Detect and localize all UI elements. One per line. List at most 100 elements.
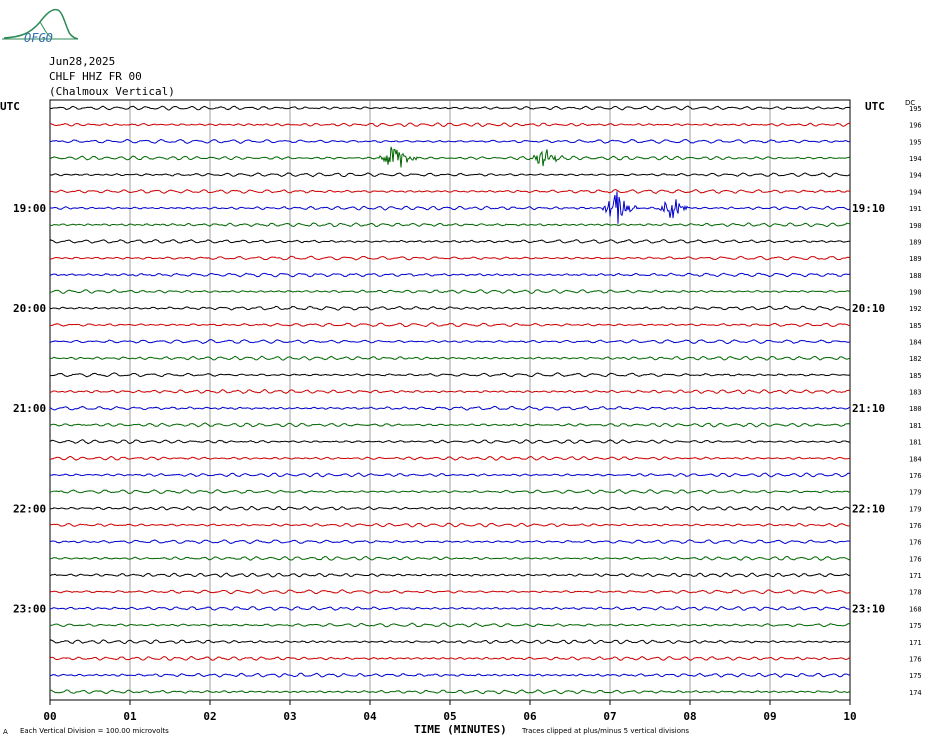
hour-label-left: 21:00 [13, 402, 46, 415]
label-layer: 195 196 195 194 194 194 191 190 189 189 188 190 192 1… [13, 105, 922, 697]
trace-4 [49, 172, 851, 178]
trace-6 [49, 191, 851, 224]
utc-left-label: UTC [0, 100, 20, 113]
trace-29 [49, 589, 851, 595]
dc-offset-label: 181 [909, 422, 922, 430]
hour-label-right: 21:10 [852, 402, 885, 415]
dc-offset-label: 190 [909, 288, 922, 296]
trace-23 [49, 489, 851, 495]
x-tick-label: 06 [523, 710, 537, 723]
x-tick-label: 10 [843, 710, 856, 723]
trace-15 [49, 355, 851, 361]
dc-offset-label: 195 [909, 138, 922, 146]
trace-26 [49, 539, 851, 545]
ofgo-logo: OFGO [2, 8, 79, 45]
dc-offset-label: 184 [909, 455, 922, 463]
date-label: Jun28,2025 [49, 55, 116, 68]
x-tick-label: 07 [603, 710, 616, 723]
dc-offset-label: 180 [909, 405, 922, 413]
dc-offset-label: 171 [909, 639, 922, 647]
dc-offset-label: 189 [909, 255, 922, 263]
dc-offset-label: 190 [909, 222, 922, 230]
trace-25 [49, 522, 851, 528]
dc-offset-label: 185 [909, 372, 922, 380]
dc-offset-label: 194 [909, 155, 922, 163]
logo-text: OFGO [24, 31, 53, 45]
trace-22 [49, 472, 851, 478]
trace-17 [49, 389, 851, 395]
dc-offset-label: 189 [909, 238, 922, 246]
trace-0 [49, 105, 851, 111]
dc-offset-label: 183 [909, 389, 922, 397]
dc-offset-label: 194 [909, 172, 922, 180]
trace-33 [49, 655, 851, 661]
hour-label-right: 19:10 [852, 202, 885, 215]
dc-offset-label: 185 [909, 322, 922, 330]
dc-offset-label: 194 [909, 188, 922, 196]
trace-11 [49, 289, 851, 294]
dc-offset-label: 176 [909, 655, 922, 663]
trace-31 [49, 622, 851, 628]
trace-12 [49, 305, 851, 311]
trace-27 [49, 555, 851, 561]
dc-offset-label: 188 [909, 272, 922, 280]
hour-label-left: 22:00 [13, 502, 46, 515]
dc-offset-label: 182 [909, 355, 922, 363]
trace-28 [49, 572, 851, 578]
hour-label-right: 20:10 [852, 302, 885, 315]
grid-layer [49, 99, 851, 701]
dc-offset-label: 191 [909, 205, 922, 213]
x-tick-label: 02 [203, 710, 216, 723]
trace-1 [49, 122, 851, 128]
hour-label-right: 22:10 [852, 502, 885, 515]
dc-offset-label: 178 [909, 589, 922, 597]
dc-offset-label: 192 [909, 305, 922, 313]
x-tick-label: 04 [363, 710, 377, 723]
x-tick-label: 08 [683, 710, 696, 723]
hour-label-left: 23:00 [13, 602, 46, 615]
trace-34 [49, 672, 851, 678]
trace-14 [49, 339, 851, 345]
dc-offset-label: 195 [909, 105, 922, 113]
x-tick-layer: 00 01 02 03 04 05 06 07 08 09 10 [43, 700, 857, 723]
hour-label-left: 19:00 [13, 202, 46, 215]
trace-layer [49, 105, 851, 695]
x-tick-label: 00 [43, 710, 56, 723]
trace-30 [49, 606, 851, 611]
trace-32 [49, 639, 851, 645]
clip-note: Traces clipped at plus/minus 5 vertical … [522, 727, 690, 735]
trace-16 [49, 372, 851, 378]
trace-8 [49, 239, 851, 244]
x-axis-title: TIME (MINUTES) [414, 723, 507, 736]
hour-label-left: 20:00 [13, 302, 46, 315]
dc-offset-label: 176 [909, 522, 922, 530]
x-tick-label: 03 [283, 710, 296, 723]
dc-offset-label: 176 [909, 555, 922, 563]
trace-35 [49, 689, 851, 695]
x-tick-label: 05 [443, 710, 456, 723]
station-label: CHLF HHZ FR 00 [49, 70, 142, 83]
trace-18 [49, 405, 851, 411]
trace-3 [49, 146, 851, 168]
trace-9 [49, 255, 851, 261]
dc-offset-label: 196 [909, 122, 922, 130]
location-label: (Chalmoux Vertical) [49, 85, 175, 98]
scale-note: Each Vertical Division = 100.00 microvol… [20, 727, 169, 735]
dc-offset-label: 168 [909, 605, 922, 613]
utc-right-label: UTC [865, 100, 885, 113]
dc-offset-label: 176 [909, 472, 922, 480]
trace-7 [49, 222, 851, 228]
x-tick-label: 01 [123, 710, 137, 723]
dc-offset-label: 181 [909, 439, 922, 447]
hour-label-right: 23:10 [852, 602, 885, 615]
x-tick-label: 09 [763, 710, 776, 723]
trace-20 [49, 439, 851, 445]
trace-2 [49, 138, 851, 144]
trace-10 [49, 272, 851, 278]
dc-offset-label: 176 [909, 539, 922, 547]
dc-offset-label: 179 [909, 489, 922, 497]
footer-mark: A [3, 728, 8, 736]
dc-offset-label: 179 [909, 505, 922, 513]
trace-13 [49, 322, 851, 328]
